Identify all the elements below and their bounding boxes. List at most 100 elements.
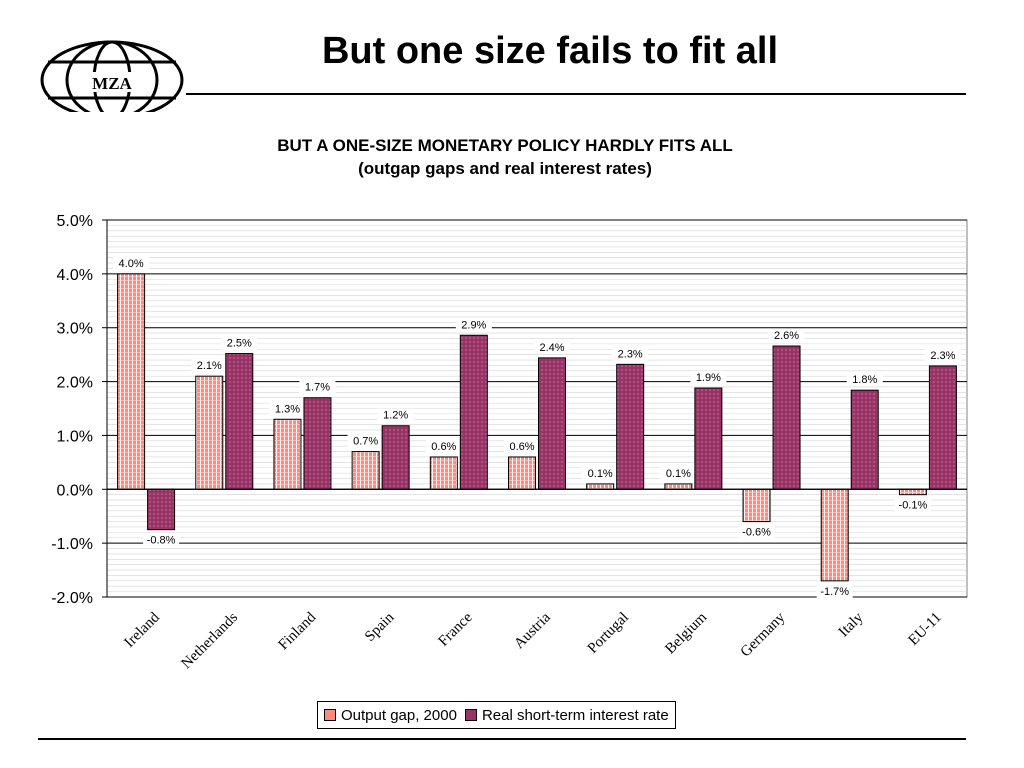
mza-logo: MZA [38,40,186,112]
output-gap-label: -0.6% [742,527,771,539]
x-tick-label: Netherlands [179,609,242,672]
data-label-background [534,340,570,354]
data-label-background [299,380,336,394]
y-tick-label: -1.0% [51,536,93,553]
y-tick-label: 3.0% [57,321,93,338]
x-tick-label: France [435,609,475,649]
interest-rate-bar [694,387,723,490]
slide-title: But one size fails to fit all [321,30,779,72]
legend-item-interest-rate: Real short-term interest rate [464,706,669,724]
output-gap-label: 1.3% [275,403,300,415]
data-label-background [143,533,180,547]
interest-rate-label: 1.2% [383,410,408,422]
output-gap-label: 0.6% [431,441,456,453]
data-label-background [816,584,853,598]
legend-item-output-gap: Output gap, 2000 [324,707,457,724]
interest-rate-label: 2.9% [461,319,486,331]
interest-rate-label: 1.9% [696,372,721,384]
x-tick-label: EU-11 [906,610,945,649]
data-label-background [455,318,492,332]
legend-swatch-interest-rate [464,709,477,721]
data-label-background [846,373,883,387]
data-label-background [113,256,150,270]
output-gap-bar [742,488,771,523]
interest-rate-bar [616,363,645,490]
footer-divider [38,738,966,740]
output-gap-label: 0.1% [666,468,691,480]
output-gap-label: 2.1% [197,360,222,372]
output-gap-bar [429,456,458,490]
x-tick-label: Spain [362,609,398,645]
interest-rate-label: 2.5% [227,338,252,350]
output-gap-bar [508,456,536,490]
interest-rate-bar [538,357,566,490]
data-label-background [347,434,384,448]
output-gap-label: 0.6% [509,441,534,453]
data-label-background [504,439,540,453]
output-gap-label: -1.7% [820,586,849,598]
y-tick-label: 1.0% [57,428,93,445]
y-tick-label: 0.0% [57,482,93,499]
data-label-background [377,408,414,422]
data-label-background [660,466,697,480]
y-tick-label: 5.0% [57,213,93,230]
x-tick-label: Ireland [122,609,164,651]
output-gap-label: 4.0% [119,258,144,270]
legend-label-interest-rate: Real short-term interest rate [481,706,669,724]
interest-rate-bar [225,353,254,490]
output-gap-bar [351,451,380,490]
bar-chart: -2.0% -1.0% 0.0% 1.0% 2.0% 3.0% 4.0% 5.0% 4.0% -0… [51,213,968,672]
y-tick-label: -2.0% [51,590,93,607]
plot-area: -2.0% -1.0% 0.0% 1.0% 2.0% 3.0% 4.0% 5.0% 4.0% -0… [51,213,968,672]
x-tick-label: Belgium [662,609,710,657]
data-label-background [690,371,727,385]
interest-rate-bar [772,345,801,490]
interest-rate-bar [381,425,410,490]
chart-heading: BUT A ONE-SIZE MONETARY POLICY HARDLY FI… [150,134,860,180]
data-label-background [612,347,649,361]
interest-rate-bar [850,389,879,490]
y-tick-label: 2.0% [57,375,93,392]
data-label-background [269,402,306,416]
chart-subtitle: (outgap gaps and real interest rates) [358,159,652,178]
data-label-background [768,329,805,343]
title-divider [186,93,966,95]
data-label-background [582,466,619,480]
data-label-background [738,525,775,539]
interest-rate-label: 2.4% [539,342,564,354]
output-gap-bar [664,483,693,490]
interest-rate-label: 1.7% [305,382,330,394]
output-gap-bar [586,483,615,490]
output-gap-label: 0.1% [588,468,613,480]
interest-rate-label: 1.8% [852,374,877,386]
interest-rate-bar [459,334,488,490]
data-label-background [191,359,228,373]
legend-swatch-output-gap [324,709,336,721]
x-tick-label: Finland [276,609,320,653]
data-label-background [894,498,931,512]
x-tick-label: Austria [511,609,554,652]
x-tick-label: Germany [738,609,789,660]
output-gap-bar [273,418,302,490]
interest-rate-bar [928,365,957,490]
interest-rate-label: -0.8% [147,535,176,547]
output-gap-bar [117,273,146,490]
output-gap-bar [820,488,849,582]
interest-rate-bar [303,397,332,490]
interest-rate-label: 2.3% [930,350,955,362]
chart-legend: Output gap, 2000 Real short-term interes… [317,701,676,729]
output-gap-bar [195,375,224,490]
legend-label-output-gap: Output gap, 2000 [341,706,457,724]
x-tick-label: Italy [836,609,867,640]
x-tick-label: Portugal [585,610,632,657]
output-gap-bar [898,488,927,496]
data-label-background [221,336,258,350]
output-gap-label: -0.1% [899,500,928,512]
data-label-background [924,348,961,362]
logo-text: MZA [92,74,132,93]
globe-icon: MZA [40,40,184,112]
interest-rate-label: 2.3% [618,348,643,360]
output-gap-label: 0.7% [353,436,378,448]
interest-rate-bar [147,488,176,531]
y-tick-label: 4.0% [57,267,93,284]
